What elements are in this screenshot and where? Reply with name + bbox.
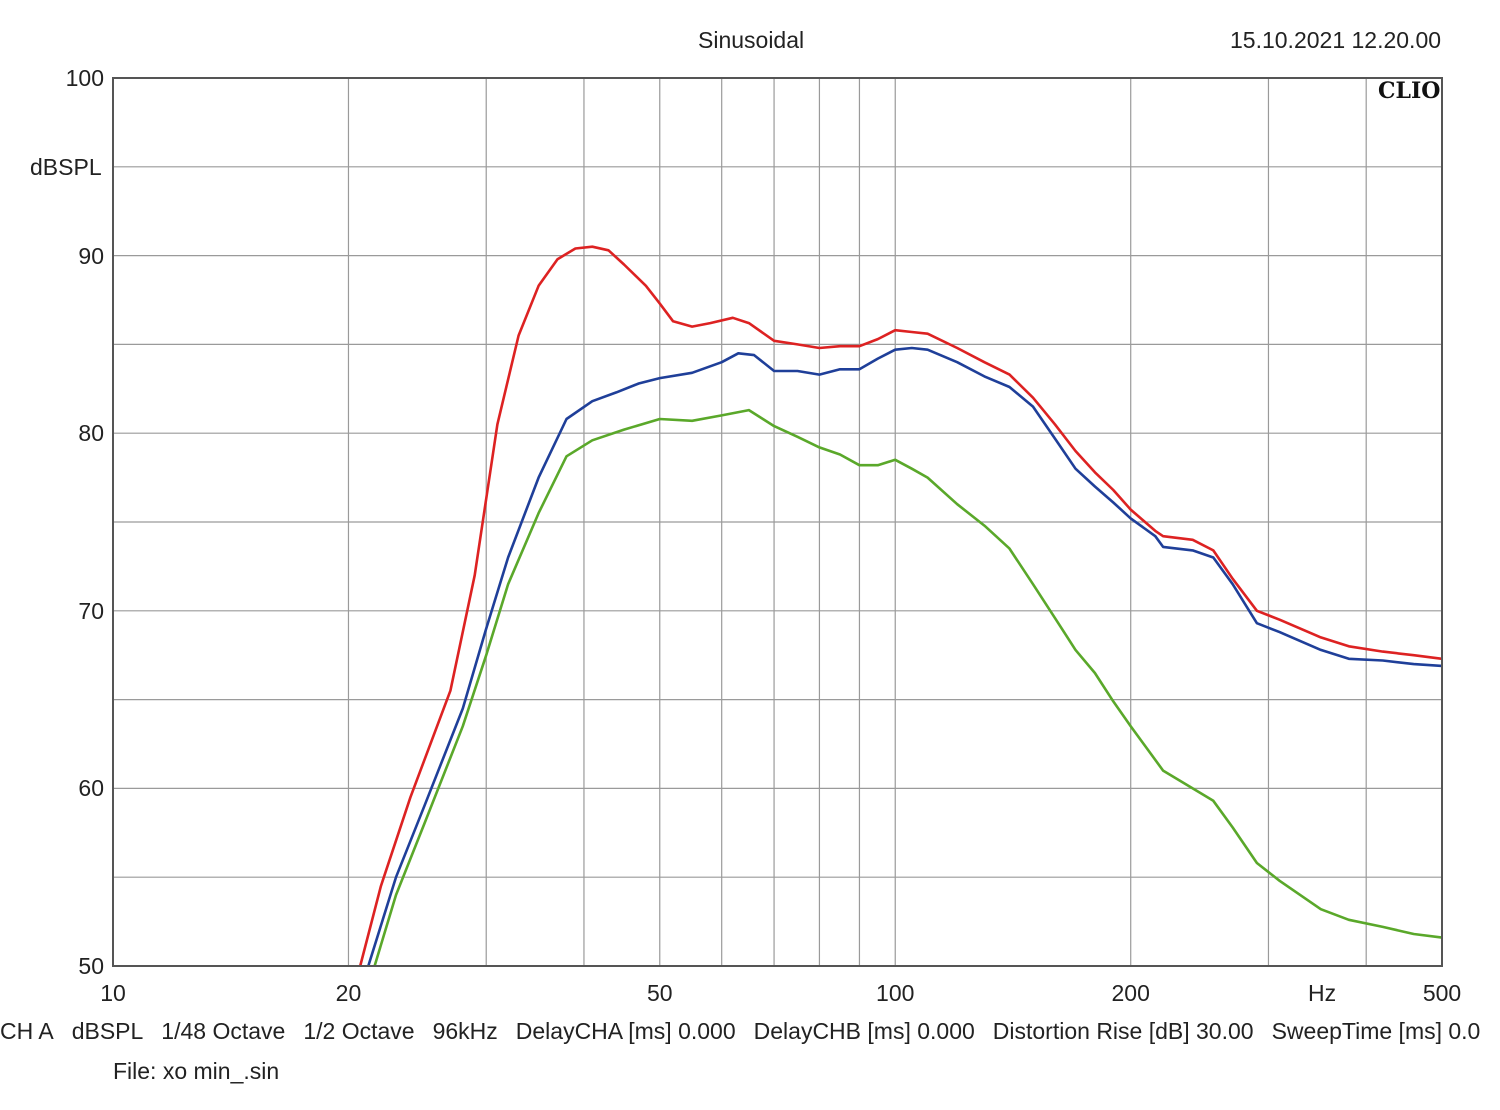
plot-frame — [112, 77, 1443, 967]
measurement-settings: CH A dBSPL 1/48 Octave 1/2 Octave 96kHz Delay… — [0, 1018, 1498, 1045]
y-axis-label: dBSPL — [30, 154, 102, 180]
data-curves — [358, 245, 1443, 967]
clio-logo: CLIO — [1378, 78, 1441, 104]
series-line-3 — [373, 408, 1443, 967]
x-axis-unit-label: Hz — [1308, 980, 1337, 1006]
settings-item: 1/48 Octave — [161, 1018, 286, 1044]
y-tick-label: 70 — [78, 597, 104, 624]
y-tick-label: 80 — [78, 420, 104, 447]
y-tick-label: 100 — [65, 65, 104, 91]
settings-item: DelayCHA [ms] 0.000 — [515, 1018, 736, 1044]
settings-item: dBSPL — [71, 1018, 144, 1044]
settings-item: DelayCHB [ms] 0.000 — [753, 1018, 975, 1044]
y-tick-label: 50 — [78, 953, 104, 979]
series-line-2 — [367, 346, 1443, 967]
series-line-1 — [358, 245, 1443, 967]
settings-item: CH A — [0, 1018, 54, 1044]
x-tick-label: 500 — [1422, 980, 1462, 1006]
file-name: File: xo min_.sin — [113, 1058, 280, 1084]
chart-title: Sinusoidal — [698, 27, 805, 53]
x-tick-label: 20 — [335, 980, 362, 1006]
x-tick-label: 10 — [100, 980, 126, 1006]
settings-item: SweepTime [ms] 0.0 — [1271, 1018, 1481, 1044]
settings-item: 1/2 Octave — [303, 1018, 415, 1044]
x-tick-label: 100 — [876, 980, 915, 1006]
timestamp: 15.10.2021 12.20.00 — [1230, 27, 1442, 53]
grid-lines — [113, 78, 1442, 966]
settings-item: 96kHz — [432, 1018, 498, 1044]
y-tick-label: 60 — [78, 775, 104, 802]
settings-item: Distortion Rise [dB] 30.00 — [992, 1018, 1254, 1044]
x-tick-label: 50 — [646, 980, 673, 1006]
y-tick-label: 90 — [78, 242, 104, 269]
x-tick-label: 200 — [1111, 980, 1150, 1006]
